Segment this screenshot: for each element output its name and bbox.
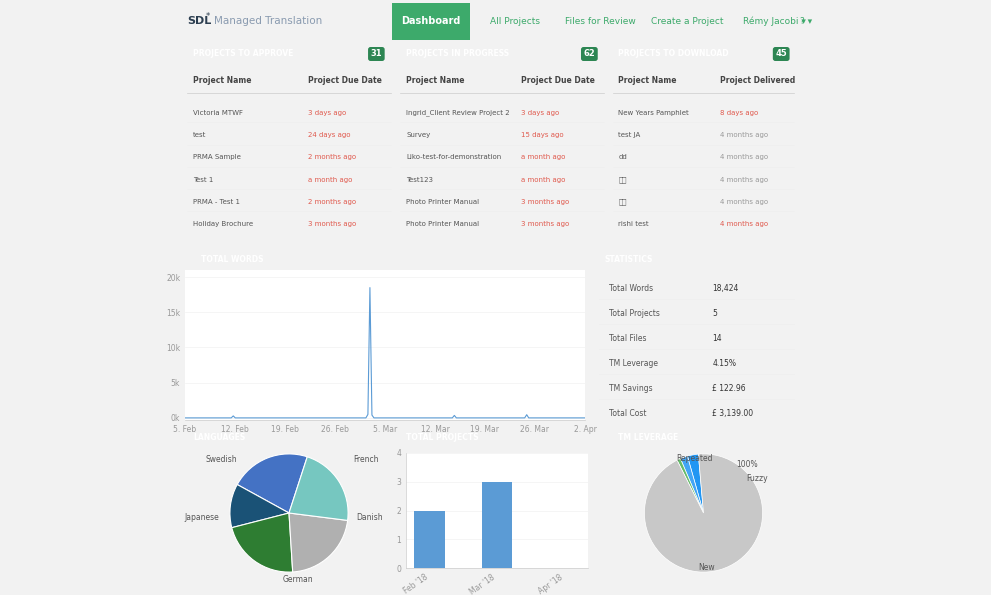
Text: Create a Project: Create a Project [651, 17, 723, 26]
Text: Victoria MTWF: Victoria MTWF [193, 110, 244, 116]
Text: TOTAL PROJECTS: TOTAL PROJECTS [406, 434, 479, 443]
Text: TOTAL WORDS: TOTAL WORDS [201, 255, 264, 265]
Text: PROJECTS IN PROGRESS: PROJECTS IN PROGRESS [406, 49, 509, 58]
Text: Files for Review: Files for Review [565, 17, 636, 26]
Text: Project Name: Project Name [193, 76, 252, 85]
Text: SDL: SDL [187, 16, 211, 26]
Text: Rémy Jacobi ▾: Rémy Jacobi ▾ [743, 16, 806, 26]
Text: 3 months ago: 3 months ago [308, 221, 356, 227]
Text: test JA: test JA [618, 132, 640, 138]
Text: a month ago: a month ago [308, 177, 352, 183]
Text: 100%: 100% [736, 460, 758, 469]
Text: test: test [193, 132, 207, 138]
Text: Managed Translation: Managed Translation [214, 16, 322, 26]
Text: rishi test: rishi test [618, 221, 649, 227]
Text: TM Savings: TM Savings [608, 384, 652, 393]
Text: 4 months ago: 4 months ago [720, 221, 768, 227]
Text: German: German [282, 575, 313, 584]
Bar [392, 3, 470, 40]
Text: £ 122.96: £ 122.96 [713, 384, 746, 393]
Text: 31: 31 [371, 49, 383, 58]
Text: 15 days ago: 15 days ago [520, 132, 563, 138]
Text: 62: 62 [584, 49, 596, 58]
Text: Ingrid_Client Review Project 2: Ingrid_Client Review Project 2 [406, 109, 510, 117]
Text: TM LEVERAGE: TM LEVERAGE [618, 434, 679, 443]
Text: 3 days ago: 3 days ago [520, 110, 559, 116]
Text: ? ▾: ? ▾ [800, 17, 813, 26]
Text: STATISTICS: STATISTICS [605, 255, 653, 265]
Text: 2 months ago: 2 months ago [308, 155, 356, 161]
Text: Fuzzy: Fuzzy [746, 474, 768, 483]
Text: All Projects: All Projects [490, 17, 540, 26]
Text: TM Leverage: TM Leverage [608, 359, 658, 368]
Text: PROJECTS TO DOWNLOAD: PROJECTS TO DOWNLOAD [618, 49, 729, 58]
Wedge shape [289, 513, 348, 572]
Bar [414, 511, 445, 568]
Text: 45: 45 [775, 49, 787, 58]
Text: Total Files: Total Files [608, 334, 646, 343]
Text: Survey: Survey [406, 132, 430, 138]
Text: Project Delivered: Project Delivered [720, 76, 796, 85]
Text: 測試: 測試 [618, 176, 627, 183]
Wedge shape [230, 484, 289, 528]
Text: 4 months ago: 4 months ago [720, 155, 768, 161]
Wedge shape [289, 457, 348, 521]
Text: 4.15%: 4.15% [713, 359, 736, 368]
Text: 測山: 測山 [618, 199, 627, 205]
Text: Test123: Test123 [406, 177, 433, 183]
Text: Project Name: Project Name [618, 76, 677, 85]
Text: Test 1: Test 1 [193, 177, 214, 183]
Wedge shape [677, 459, 704, 513]
Text: dd: dd [618, 155, 627, 161]
Text: Swedish: Swedish [206, 455, 238, 464]
Text: a month ago: a month ago [520, 177, 565, 183]
Text: 4 months ago: 4 months ago [720, 199, 768, 205]
Text: Danish: Danish [356, 513, 383, 522]
Text: Total Projects: Total Projects [608, 309, 660, 318]
Text: New Years Pamphlet: New Years Pamphlet [618, 110, 689, 116]
Text: 4 months ago: 4 months ago [720, 132, 768, 138]
Text: French: French [353, 455, 379, 464]
Wedge shape [232, 513, 292, 572]
Text: Project Due Date: Project Due Date [308, 76, 382, 85]
Text: Project Due Date: Project Due Date [520, 76, 595, 85]
Text: 24 days ago: 24 days ago [308, 132, 350, 138]
Text: LANGUAGES: LANGUAGES [193, 434, 246, 443]
Text: New: New [698, 563, 715, 572]
Text: Project Name: Project Name [406, 76, 465, 85]
Text: 14: 14 [713, 334, 722, 343]
Text: Dashboard: Dashboard [401, 16, 461, 26]
Text: 8 days ago: 8 days ago [720, 110, 758, 116]
Text: *: * [206, 12, 210, 21]
Text: 3 days ago: 3 days ago [308, 110, 346, 116]
Text: PRMA Sample: PRMA Sample [193, 155, 241, 161]
Text: Photo Printer Manual: Photo Printer Manual [406, 199, 480, 205]
Wedge shape [681, 456, 704, 513]
Wedge shape [688, 454, 704, 513]
Text: Total Cost: Total Cost [608, 409, 646, 418]
Text: Repeated: Repeated [677, 454, 713, 463]
Wedge shape [644, 454, 763, 572]
Text: 3 months ago: 3 months ago [520, 221, 569, 227]
Text: 3 months ago: 3 months ago [520, 199, 569, 205]
Text: £ 3,139.00: £ 3,139.00 [713, 409, 753, 418]
Text: PRMA - Test 1: PRMA - Test 1 [193, 199, 241, 205]
Text: 18,424: 18,424 [713, 284, 739, 293]
Text: PROJECTS TO APPROVE: PROJECTS TO APPROVE [193, 49, 293, 58]
Text: a month ago: a month ago [520, 155, 565, 161]
Text: Total Words: Total Words [608, 284, 653, 293]
Text: 5: 5 [713, 309, 717, 318]
Text: Liko-test-for-demonstration: Liko-test-for-demonstration [406, 155, 501, 161]
Text: 4 months ago: 4 months ago [720, 177, 768, 183]
Text: Japanese: Japanese [184, 513, 219, 522]
Wedge shape [237, 454, 307, 513]
Text: Holiday Brochure: Holiday Brochure [193, 221, 254, 227]
Bar [482, 482, 512, 568]
Text: 2 months ago: 2 months ago [308, 199, 356, 205]
Text: Photo Printer Manual: Photo Printer Manual [406, 221, 480, 227]
